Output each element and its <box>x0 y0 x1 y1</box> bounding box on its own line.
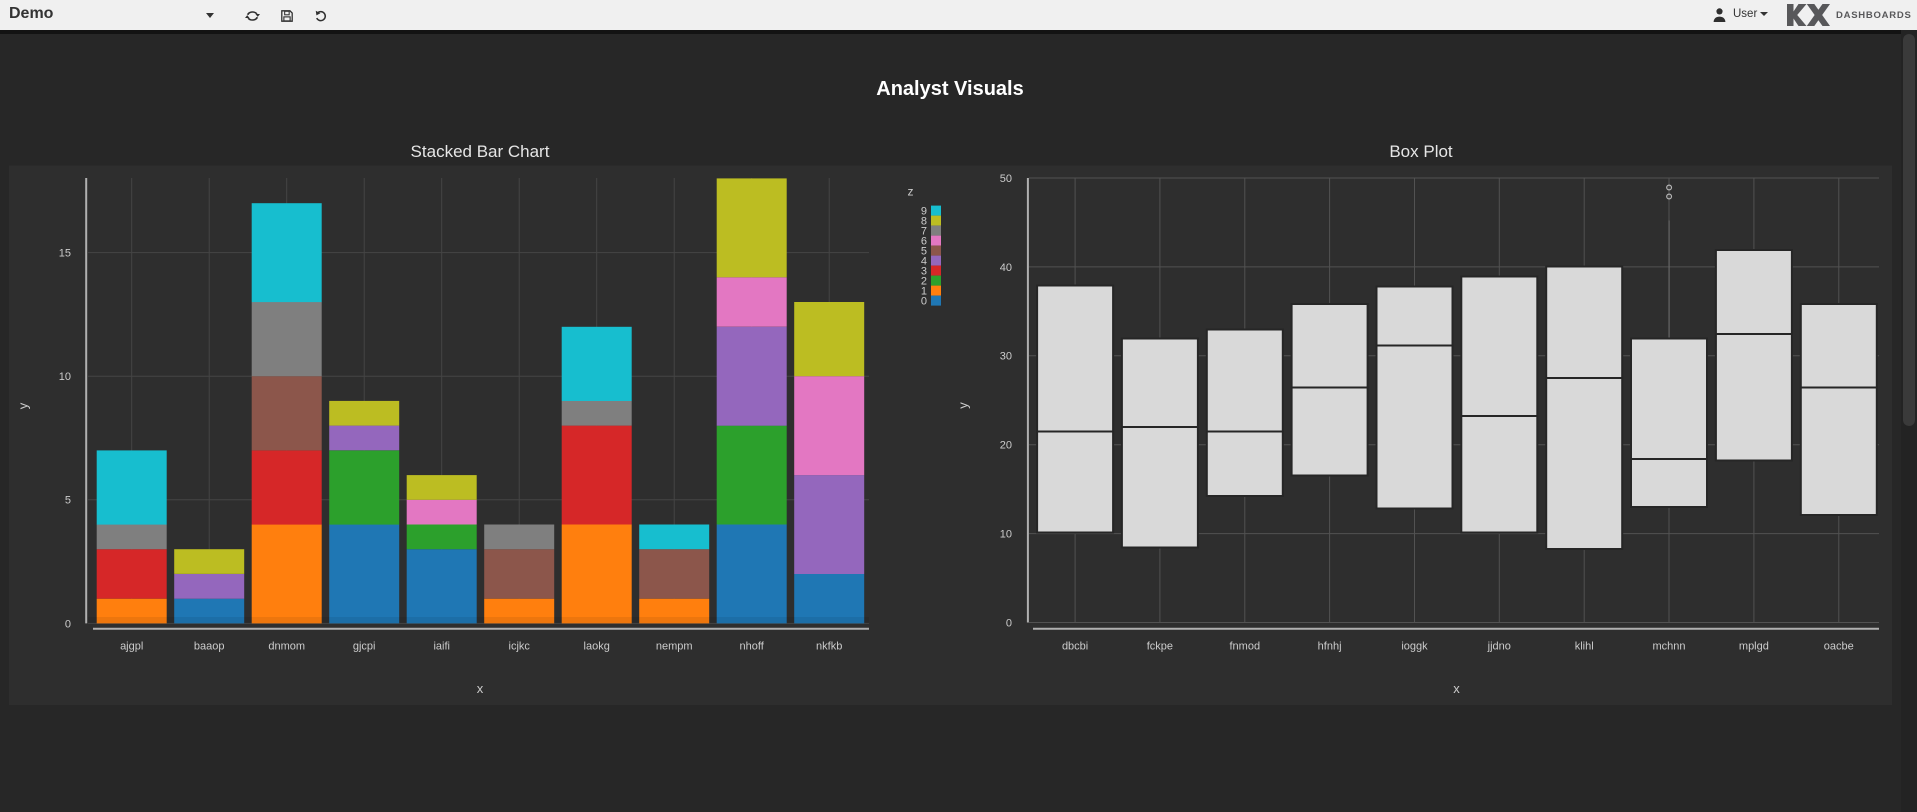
svg-text:6: 6 <box>921 236 927 248</box>
svg-text:x: x <box>477 681 484 696</box>
svg-text:Stacked Bar Chart: Stacked Bar Chart <box>411 142 550 161</box>
svg-text:Analyst Visuals: Analyst Visuals <box>876 78 1023 100</box>
svg-text:30: 30 <box>1000 351 1012 363</box>
svg-text:0: 0 <box>1006 617 1012 629</box>
svg-text:hfnhj: hfnhj <box>1318 641 1342 653</box>
svg-text:dbcbi: dbcbi <box>1062 641 1088 653</box>
svg-text:40: 40 <box>1000 262 1012 274</box>
svg-text:gjcpi: gjcpi <box>353 641 376 653</box>
svg-text:10: 10 <box>1000 529 1012 541</box>
svg-text:mplgd: mplgd <box>1739 641 1769 653</box>
svg-text:fckpe: fckpe <box>1147 641 1173 653</box>
svg-text:3: 3 <box>921 266 927 278</box>
svg-text:7: 7 <box>921 226 927 238</box>
svg-text:laokg: laokg <box>584 641 610 653</box>
svg-text:9: 9 <box>921 206 927 218</box>
svg-text:5: 5 <box>921 246 927 258</box>
svg-text:50: 50 <box>1000 173 1012 185</box>
svg-text:8: 8 <box>921 216 927 228</box>
svg-text:nkfkb: nkfkb <box>816 641 842 653</box>
svg-text:10: 10 <box>59 371 71 383</box>
svg-text:1: 1 <box>921 286 927 298</box>
svg-text:nempm: nempm <box>656 641 693 653</box>
svg-text:ajgpl: ajgpl <box>120 641 143 653</box>
svg-text:dnmom: dnmom <box>268 641 305 653</box>
svg-text:Box Plot: Box Plot <box>1389 142 1453 161</box>
svg-text:klihl: klihl <box>1575 641 1594 653</box>
svg-text:icjkc: icjkc <box>509 641 531 653</box>
svg-text:y: y <box>955 402 970 409</box>
svg-text:4: 4 <box>921 256 927 268</box>
svg-text:z: z <box>908 185 914 199</box>
svg-text:mchnn: mchnn <box>1652 641 1685 653</box>
svg-text:2: 2 <box>921 276 927 288</box>
svg-text:x: x <box>1453 681 1460 696</box>
svg-text:baaop: baaop <box>194 641 225 653</box>
svg-text:0: 0 <box>921 296 927 308</box>
svg-text:20: 20 <box>1000 440 1012 452</box>
svg-text:oacbe: oacbe <box>1824 641 1854 653</box>
svg-text:y: y <box>16 402 31 409</box>
svg-text:0: 0 <box>65 618 71 630</box>
svg-text:5: 5 <box>65 495 71 507</box>
svg-text:ioggk: ioggk <box>1401 641 1428 653</box>
svg-text:fnmod: fnmod <box>1230 641 1261 653</box>
svg-text:15: 15 <box>59 248 71 260</box>
svg-text:jjdno: jjdno <box>1487 641 1511 653</box>
svg-text:iaifi: iaifi <box>433 641 450 653</box>
svg-text:nhoff: nhoff <box>740 641 765 653</box>
